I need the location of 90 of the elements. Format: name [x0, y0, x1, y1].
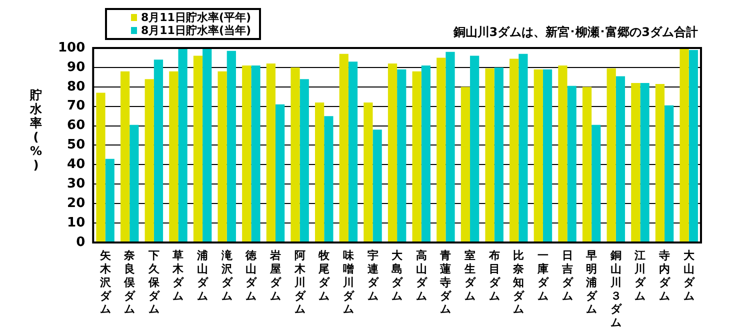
bar	[631, 83, 640, 242]
text: 銅山川3ダムは、新宮･柳瀬･富郷の3ダム合計	[453, 24, 698, 41]
bar	[412, 71, 422, 242]
x-tick-label: 滝沢ダム	[220, 249, 234, 302]
x-tick-label: 江川ダム	[634, 249, 647, 302]
bar	[218, 71, 227, 242]
y-tick-label: 0	[76, 234, 86, 250]
y-tick-label: 40	[67, 157, 86, 172]
x-tick-label: 高山ダム	[416, 249, 428, 302]
y-tick-label: 100	[58, 40, 86, 56]
bar	[372, 130, 382, 242]
bar	[655, 84, 665, 242]
y-axis-title: 貯水率(%)	[28, 88, 44, 172]
y-tick-label: 10	[67, 215, 86, 230]
bar	[616, 76, 626, 242]
x-tick-label: 牧尾ダム	[318, 249, 331, 302]
bar	[130, 124, 139, 242]
y-tick-label: 30	[67, 176, 86, 192]
bar	[315, 102, 324, 242]
bar	[144, 79, 154, 242]
bar	[348, 62, 358, 242]
bar	[266, 64, 276, 242]
bar	[494, 67, 504, 242]
bar	[154, 60, 164, 242]
x-tick-label: 早明浦ダム	[585, 249, 598, 316]
bar	[193, 56, 203, 242]
x-tick-label: 大島ダム	[392, 249, 404, 302]
bar	[510, 58, 519, 242]
bar	[300, 79, 309, 242]
x-tick-label: 阿木川ダム	[293, 249, 306, 316]
bar	[275, 104, 285, 242]
bar	[680, 48, 689, 242]
bar	[178, 48, 188, 242]
bar	[446, 52, 455, 242]
bar	[397, 69, 406, 242]
x-tick-label: 矢木沢ダム	[98, 249, 112, 316]
x-tick-label: 宇連ダム	[366, 249, 380, 302]
y-tick-label: 20	[67, 196, 86, 211]
x-tick-label: 岩屋ダム	[268, 249, 282, 302]
bar	[582, 86, 592, 242]
bar	[436, 58, 446, 242]
bar	[518, 54, 528, 242]
y-tick-label: 70	[67, 98, 86, 114]
y-tick-label: 60	[67, 118, 86, 134]
x-tick-label: 草木ダム	[172, 249, 185, 302]
x-tick-label: 浦山ダム	[196, 249, 210, 302]
x-tick-label: 寺内ダム	[658, 249, 672, 302]
x-tick-label: 比奈知ダム	[512, 249, 526, 316]
y-tick-label: 50	[67, 138, 86, 153]
bar	[688, 50, 698, 242]
bar	[105, 158, 114, 242]
bar	[592, 124, 601, 242]
x-tick-label: 徳山ダム	[244, 249, 258, 302]
y-tick-label: 80	[67, 79, 86, 94]
x-tick-label: 銅山川３ダム	[609, 249, 622, 330]
x-tick-label: 室生ダム	[464, 249, 477, 302]
bar	[364, 102, 373, 242]
bar	[485, 68, 494, 242]
x-tick-label: 味噌川ダム	[342, 249, 355, 316]
bar	[169, 71, 178, 242]
x-tick-label: 下久保ダム	[147, 249, 160, 316]
bar	[339, 54, 348, 242]
bar	[226, 50, 236, 242]
bar	[120, 71, 130, 242]
bar	[242, 66, 252, 242]
y-tick-label: 90	[67, 60, 86, 75]
bar	[567, 86, 576, 242]
bar	[251, 66, 260, 242]
x-tick-label: 大山ダム	[683, 249, 696, 302]
bar	[421, 66, 430, 242]
bar	[664, 105, 674, 242]
bar	[290, 67, 300, 242]
bar	[640, 83, 650, 242]
bar	[534, 69, 543, 242]
x-tick-label: 青蓮寺ダム	[439, 249, 452, 316]
bar	[460, 86, 470, 242]
x-tick-label: 日吉ダム	[560, 249, 574, 302]
bar	[388, 64, 398, 242]
bar	[324, 116, 334, 242]
bar	[606, 68, 616, 242]
bar	[542, 69, 552, 242]
x-tick-label: 奈良俣ダム	[123, 249, 136, 316]
legend-label: 8月11日貯水率(当年)	[140, 24, 252, 37]
bar	[202, 48, 212, 242]
x-tick-label: 布目ダム	[488, 249, 501, 302]
legend-label: 8月11日貯水率(平年)	[140, 11, 252, 24]
bar	[470, 56, 480, 242]
bar	[96, 92, 106, 242]
x-tick-label: 一庫ダム	[536, 249, 550, 302]
bar	[558, 66, 568, 242]
